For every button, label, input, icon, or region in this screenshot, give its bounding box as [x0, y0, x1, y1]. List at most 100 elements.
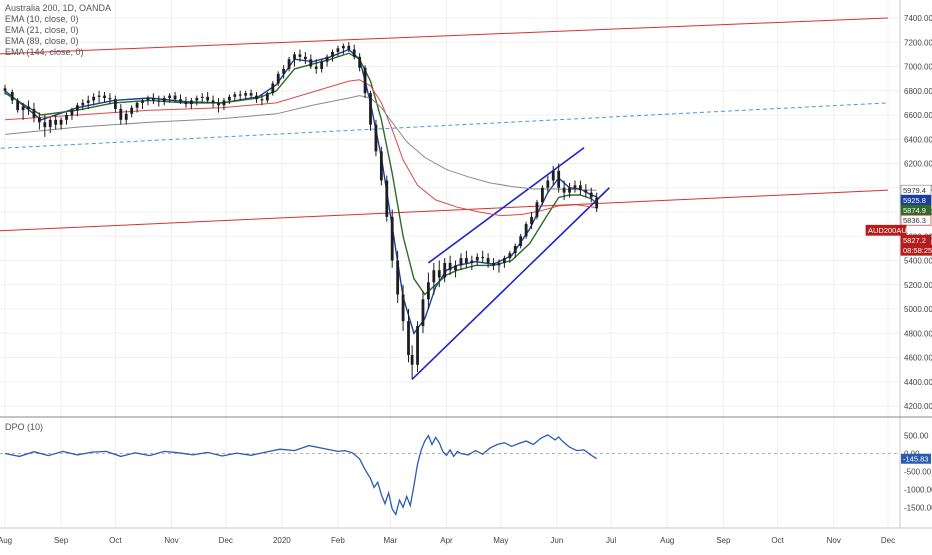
candle-body — [233, 94, 237, 97]
candle-body — [589, 192, 593, 198]
candle-body — [249, 93, 253, 96]
candle-body — [168, 95, 172, 99]
price-tags: 5979.45925.85874.95836.3AUD200AUD5827.20… — [865, 184, 932, 256]
time-tick-label: Dec — [881, 536, 895, 545]
candle-body — [135, 102, 139, 108]
candle-body — [32, 108, 36, 118]
grid-lines — [0, 0, 900, 528]
legend-ema-89: EMA (89, close, 0) — [5, 36, 79, 46]
main-panel — [0, 17, 889, 380]
candle-body — [432, 270, 436, 283]
candle-body — [309, 59, 313, 67]
candle-body — [303, 56, 307, 60]
candle-body — [421, 299, 425, 326]
candle-body — [396, 260, 400, 295]
candle-body — [416, 325, 419, 365]
dpo-value-tag — [901, 453, 931, 464]
price-tag-label: 5827.2 — [903, 236, 926, 245]
trendline-wedge-lower — [411, 187, 610, 380]
candle-body — [287, 59, 291, 69]
candle-body — [448, 262, 452, 271]
candle-body — [227, 96, 231, 101]
time-tick-label: Dec — [219, 536, 233, 545]
legend-ema-144: EMA (144, close, 0) — [5, 47, 84, 57]
price-tick-label: 6400.00 — [904, 135, 932, 144]
candle-body — [21, 106, 25, 111]
candle-body — [508, 253, 512, 259]
time-tick-label: Aug — [660, 536, 674, 545]
time-tick-label: Nov — [827, 536, 841, 545]
price-tick-label: 6800.00 — [904, 87, 932, 96]
candle-body — [65, 115, 68, 120]
candle-body — [320, 61, 324, 69]
price-tag-bg — [900, 244, 932, 256]
candle-body — [222, 100, 226, 106]
dpo-line — [4, 434, 598, 516]
candle-body — [513, 245, 517, 254]
candle-body — [595, 197, 599, 209]
candle-body — [497, 262, 501, 266]
price-tick-label: 5000.00 — [904, 305, 932, 314]
candle-body — [27, 106, 30, 109]
candle-body — [200, 96, 204, 99]
candle-body — [244, 93, 248, 96]
candle-body — [390, 216, 394, 261]
candle-body — [130, 107, 134, 114]
candle-body — [151, 98, 155, 101]
price-tag-label: AUD200AUD — [868, 226, 913, 235]
price-tick-label: 4400.00 — [904, 378, 932, 387]
candle-body — [271, 83, 275, 94]
candle-body — [530, 216, 533, 225]
candle-body — [427, 282, 430, 300]
candle-body — [325, 56, 329, 62]
candle-body — [454, 265, 457, 271]
candle-body — [374, 124, 378, 152]
candle-body — [385, 180, 389, 217]
dpo-label: DPO (10) — [5, 422, 44, 432]
price-tick-label: 6600.00 — [904, 111, 932, 120]
time-tick-label: May — [493, 536, 508, 545]
time-tick-label: Feb — [331, 536, 345, 545]
price-tick-label: 4800.00 — [904, 329, 932, 338]
candle-body — [459, 258, 463, 266]
candle-body — [260, 99, 264, 101]
candle-body — [568, 187, 571, 193]
candle-body — [535, 202, 539, 217]
candle-body — [37, 117, 41, 123]
time-tick-label: Oct — [109, 536, 122, 545]
candle-body — [92, 96, 96, 101]
dpo-axis: 500.000.00-500.00-1000.00-1500.00-145.83 — [901, 432, 932, 512]
candle-body — [276, 73, 280, 84]
candle-body — [503, 258, 506, 263]
time-tick-label: Sep — [54, 536, 69, 545]
candle-body — [113, 99, 117, 109]
time-tick-label: 2020 — [273, 536, 291, 545]
candle-body — [54, 119, 58, 125]
price-tag-label: 5836.3 — [903, 216, 926, 225]
ema-line-2 — [4, 52, 598, 296]
candle-body — [119, 108, 123, 120]
price-tag-label: 08:58:25 — [903, 246, 932, 255]
dpo-tick-label: -1500.00 — [904, 503, 932, 512]
candle-body — [70, 110, 74, 115]
dpo-panel — [0, 434, 900, 516]
price-tick-label: 7400.00 — [904, 14, 932, 23]
price-tick-label: 5200.00 — [904, 281, 932, 290]
candle-body — [443, 262, 447, 278]
price-tag-bg — [900, 214, 932, 226]
trendline-red-upper — [0, 17, 889, 55]
candle-body — [314, 66, 318, 69]
candle-body — [540, 187, 544, 203]
price-tag-bg — [865, 224, 907, 236]
candle-body — [347, 45, 351, 50]
candle-body — [578, 185, 582, 191]
candle-body — [437, 270, 441, 278]
candle-body — [157, 100, 161, 102]
time-tick-label: Oct — [771, 536, 784, 545]
candle-body — [298, 54, 302, 57]
trendline-wedge-upper — [427, 147, 585, 264]
candle-body — [557, 170, 561, 188]
candle-body — [97, 95, 101, 97]
